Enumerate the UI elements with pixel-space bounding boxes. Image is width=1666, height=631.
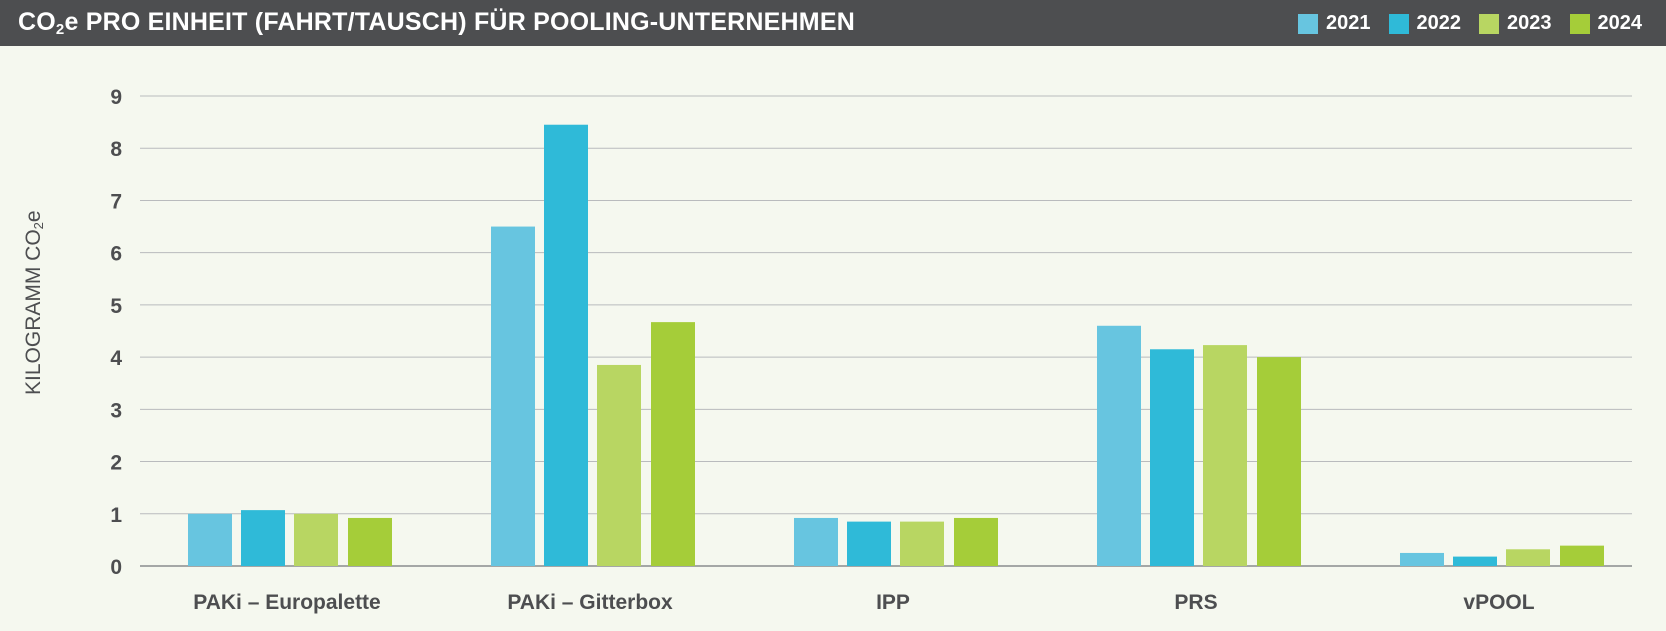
- category-label-paki-gitterbox: PAKi – Gitterbox: [507, 591, 673, 614]
- legend-item-2022: 2022: [1388, 12, 1462, 35]
- bar-paki-europalette-2023: [294, 513, 338, 566]
- y-tick-labels: 0 1 2 3 4 5 6 7 8 9: [110, 86, 122, 579]
- legend-label-2024: 2024: [1597, 12, 1643, 34]
- bar-paki-gitterbox-2024: [651, 322, 695, 566]
- chart-header: CO2e PRO EINHEIT (FAHRT/TAUSCH) FÜR POOL…: [0, 0, 1666, 46]
- grid-lines: [140, 95, 1632, 567]
- bar-ipp-2021: [794, 517, 838, 566]
- bar-prs-2023: [1203, 345, 1247, 566]
- bar-paki-gitterbox-2023: [597, 364, 641, 566]
- bar-prs-2024: [1257, 357, 1301, 566]
- bar-paki-gitterbox-2022: [544, 124, 588, 566]
- category-label-prs: PRS: [1174, 591, 1217, 614]
- legend-swatch-2021: [1298, 13, 1318, 34]
- legend-swatch-2024: [1569, 13, 1590, 34]
- bar-ipp-2022: [847, 521, 891, 566]
- legend-item-2023: 2023: [1479, 12, 1552, 35]
- bar-paki-europalette-2021: [188, 513, 232, 566]
- y-tick-4: 4: [110, 347, 122, 370]
- y-tick-0: 0: [110, 556, 122, 579]
- bar-paki-gitterbox-2021: [491, 226, 535, 567]
- category-labels: PAKi – Europalette PAKi – Gitterbox IPP PRS…: [193, 591, 1535, 614]
- bar-vpool-2021: [1400, 552, 1444, 566]
- y-tick-9: 9: [110, 86, 122, 109]
- bars: [188, 124, 1604, 567]
- y-tick-7: 7: [110, 190, 122, 213]
- y-tick-8: 8: [110, 138, 122, 161]
- y-tick-6: 6: [110, 243, 122, 266]
- bar-vpool-2022: [1453, 556, 1497, 566]
- bar-paki-europalette-2022: [241, 510, 285, 566]
- y-tick-1: 1: [110, 504, 122, 527]
- bar-vpool-2023: [1506, 549, 1550, 566]
- legend-item-2021: 2021: [1298, 12, 1371, 35]
- bar-ipp-2024: [954, 517, 998, 566]
- legend-item-2024: 2024: [1569, 12, 1643, 35]
- bar-prs-2022: [1150, 349, 1194, 566]
- chart-title: CO2e PRO EINHEIT (FAHRT/TAUSCH) FÜR POOL…: [18, 8, 855, 38]
- category-label-vpool: vPOOL: [1463, 591, 1534, 614]
- category-label-paki-europalette: PAKi – Europalette: [193, 591, 380, 614]
- legend-swatch-2023: [1479, 13, 1499, 34]
- bar-paki-europalette-2024: [348, 517, 392, 566]
- bar-ipp-2023: [900, 521, 944, 566]
- bar-prs-2021: [1097, 325, 1141, 566]
- y-tick-2: 2: [110, 452, 122, 475]
- y-tick-5: 5: [110, 295, 122, 318]
- legend-label-2021: 2021: [1326, 12, 1371, 34]
- y-tick-3: 3: [110, 399, 122, 422]
- legend-label-2023: 2023: [1507, 12, 1552, 34]
- category-label-ipp: IPP: [876, 591, 910, 614]
- bar-vpool-2024: [1560, 545, 1604, 566]
- legend-label-2022: 2022: [1416, 12, 1462, 34]
- legend-swatch-2022: [1388, 13, 1409, 34]
- legend: 2021 2022 2023 2024: [1298, 12, 1642, 35]
